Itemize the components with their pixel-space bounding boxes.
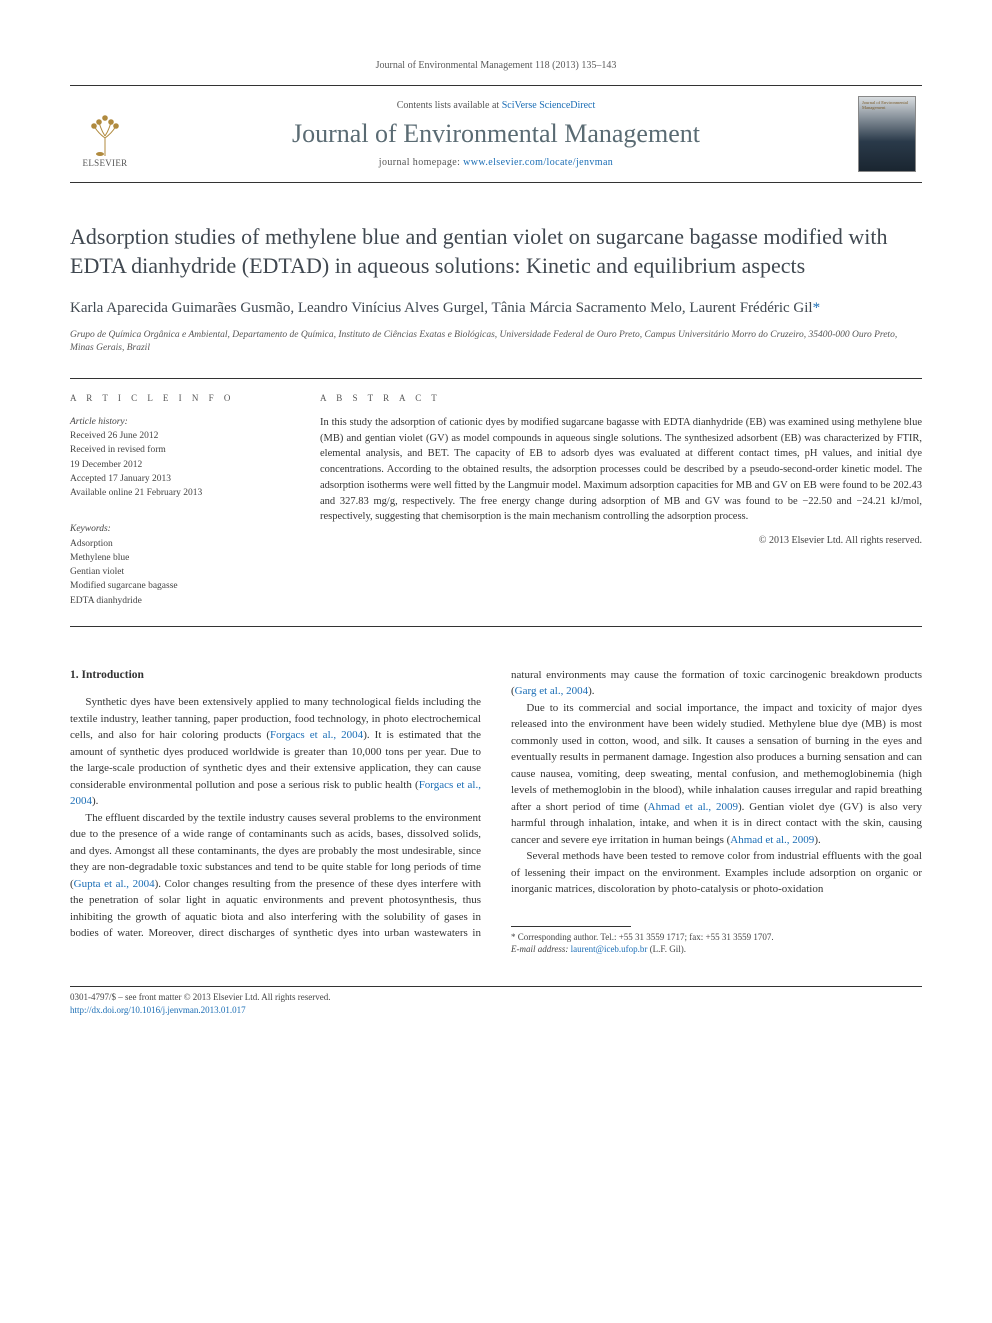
authors-names: Karla Aparecida Guimarães Gusmão, Leandr… [70, 300, 813, 316]
contents-available-line: Contents lists available at SciVerse Sci… [140, 100, 852, 111]
keyword-item: Gentian violet [70, 565, 280, 579]
keywords-block: Keywords: Adsorption Methylene blue Gent… [70, 522, 280, 608]
citation-link[interactable]: Ahmad et al., 2009 [648, 801, 738, 813]
abstract-column: A B S T R A C T In this study the adsorp… [320, 379, 922, 608]
history-online: Available online 21 February 2013 [70, 486, 280, 500]
history-revised-l1: Received in revised form [70, 443, 280, 457]
introduction-heading: 1. Introduction [70, 667, 481, 684]
home-prefix: journal homepage: [379, 157, 463, 168]
keyword-item: Modified sugarcane bagasse [70, 579, 280, 593]
journal-homepage-line: journal homepage: www.elsevier.com/locat… [140, 157, 852, 168]
page: Journal of Environmental Management 118 … [0, 0, 992, 1056]
keyword-item: Adsorption [70, 537, 280, 551]
citation-link[interactable]: Garg et al., 2004 [515, 685, 588, 697]
doi-link[interactable]: http://dx.doi.org/10.1016/j.jenvman.2013… [70, 1005, 246, 1015]
article-info-label: A R T I C L E I N F O [70, 393, 280, 403]
article-title: Adsorption studies of methylene blue and… [70, 223, 922, 280]
article-meta-row: A R T I C L E I N F O Article history: R… [70, 379, 922, 627]
publisher-name: ELSEVIER [83, 158, 128, 168]
cover-title-text: Journal of Environmental Management [862, 101, 912, 111]
abstract-copyright: © 2013 Elsevier Ltd. All rights reserved… [320, 535, 922, 546]
article-info-column: A R T I C L E I N F O Article history: R… [70, 379, 280, 608]
header-center: Contents lists available at SciVerse Sci… [140, 96, 852, 172]
footer-rule [70, 986, 922, 987]
body-paragraph: Several methods have been tested to remo… [511, 848, 922, 898]
citation-link[interactable]: Forgacs et al., 2004 [270, 729, 363, 741]
authors-line: Karla Aparecida Guimarães Gusmão, Leandr… [70, 298, 922, 319]
corr-author-email-line: E-mail address: laurent@iceb.ufop.br (L.… [511, 943, 922, 956]
body-paragraph: Due to its commercial and social importa… [511, 700, 922, 849]
journal-reference: Journal of Environmental Management 118 … [70, 60, 922, 71]
citation-link[interactable]: Gupta et al., 2004 [74, 878, 155, 890]
journal-name: Journal of Environmental Management [140, 119, 852, 149]
page-footer: 0301-4797/$ – see front matter © 2013 El… [70, 991, 922, 1016]
cover-image: Journal of Environmental Management [858, 96, 916, 172]
email-link[interactable]: laurent@iceb.ufop.br [571, 944, 648, 954]
history-revised-l2: 19 December 2012 [70, 458, 280, 472]
corresponding-author-footnote: * Corresponding author. Tel.: +55 31 355… [511, 931, 922, 956]
journal-header: ELSEVIER Contents lists available at Sci… [70, 86, 922, 183]
body-columns: 1. Introduction Synthetic dyes have been… [70, 667, 922, 956]
history-accepted: Accepted 17 January 2013 [70, 472, 280, 486]
contents-prefix: Contents lists available at [397, 100, 502, 111]
publisher-logo: ELSEVIER [70, 96, 140, 172]
journal-homepage-link[interactable]: www.elsevier.com/locate/jenvman [463, 157, 613, 168]
keywords-head: Keywords: [70, 522, 280, 536]
body-paragraph: Synthetic dyes have been extensively app… [70, 694, 481, 810]
abstract-label: A B S T R A C T [320, 393, 922, 403]
email-suffix: (L.F. Gil). [647, 944, 686, 954]
keyword-item: EDTA dianhydride [70, 594, 280, 608]
history-received: Received 26 June 2012 [70, 429, 280, 443]
article-history: Article history: Received 26 June 2012 R… [70, 415, 280, 501]
footnote-rule [511, 926, 631, 927]
affiliation: Grupo de Química Orgânica e Ambiental, D… [70, 329, 922, 356]
corresponding-author-mark: * [813, 300, 821, 316]
abstract-text: In this study the adsorption of cationic… [320, 415, 922, 525]
sciencedirect-link[interactable]: SciVerse ScienceDirect [502, 100, 596, 111]
citation-link[interactable]: Ahmad et al., 2009 [730, 834, 814, 846]
elsevier-tree-icon [80, 108, 130, 158]
journal-cover-thumbnail: Journal of Environmental Management [852, 96, 922, 172]
corr-author-contact: * Corresponding author. Tel.: +55 31 355… [511, 931, 922, 944]
history-head: Article history: [70, 415, 280, 429]
footer-front-matter: 0301-4797/$ – see front matter © 2013 El… [70, 991, 922, 1004]
keyword-item: Methylene blue [70, 551, 280, 565]
email-label: E-mail address: [511, 944, 571, 954]
